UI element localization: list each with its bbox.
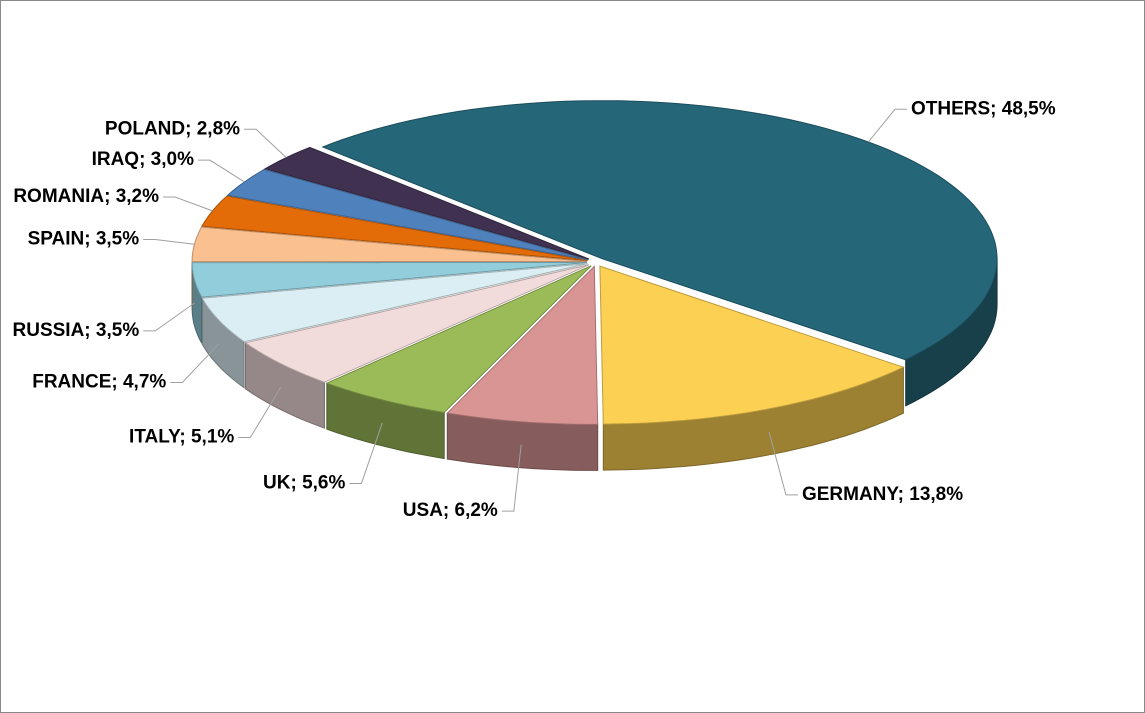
data-label: OTHERS; 48,5% [911, 98, 1056, 119]
slice [226, 168, 589, 261]
leader-line [143, 238, 195, 245]
data-label: RUSSIA; 3,5% [13, 320, 140, 341]
data-label: ROMANIA; 3,2% [13, 186, 159, 207]
slice [244, 264, 590, 383]
data-label: SPAIN; 3,5% [28, 228, 140, 249]
leader-line [198, 159, 245, 183]
leader-line [768, 431, 798, 496]
leader-line [501, 444, 522, 512]
data-label: UK; 5,6% [263, 472, 345, 493]
slice [446, 265, 599, 425]
slice-tops [191, 100, 998, 425]
data-label: USA; 6,2% [403, 500, 498, 521]
slice [201, 263, 588, 343]
data-label: ITALY; 5,1% [129, 427, 234, 448]
slice [191, 262, 588, 298]
slice [191, 226, 588, 263]
leader-line [244, 128, 287, 159]
data-label: GERMANY; 13,8% [802, 484, 963, 505]
data-label: POLAND; 2,8% [105, 118, 240, 139]
leader-line [867, 108, 907, 143]
data-label: FRANCE; 4,7% [32, 372, 166, 393]
leader-line [238, 386, 282, 438]
leader-line [163, 196, 213, 212]
leader-line [349, 422, 383, 484]
slice [325, 265, 592, 414]
leader-line [170, 343, 220, 384]
slice [599, 265, 905, 425]
leader-line [143, 302, 195, 332]
data-label: IRAQ; 3,0% [92, 149, 195, 170]
